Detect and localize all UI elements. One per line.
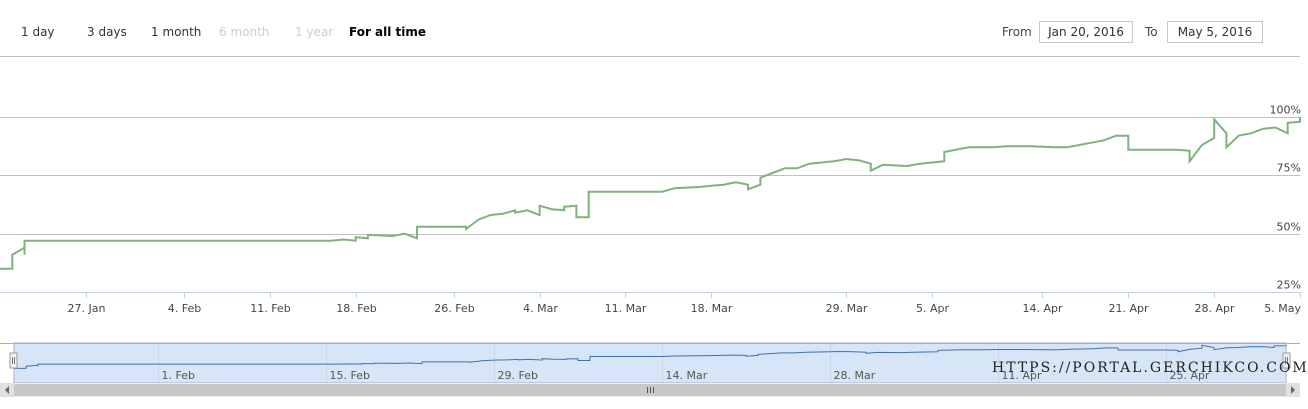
to-label: To xyxy=(1145,25,1158,39)
navigator-axis-labels: 1. Feb 15. Feb 29. Feb 14. Mar 28. Mar 11. Ap… xyxy=(158,344,1210,382)
range-selector: 1 day 3 days 1 month 6 month 1 year For … xyxy=(0,0,1308,56)
scroll-right-arrow-icon[interactable] xyxy=(1286,383,1300,397)
y-tick-label: 100% xyxy=(1270,104,1301,117)
watermark-url: HTTPS://PORTAL.GERCHIKCO.COM/ xyxy=(992,360,1308,376)
series-line xyxy=(0,116,1301,270)
x-tick-label: 18. Mar xyxy=(691,302,733,315)
navigator-right-handle[interactable] xyxy=(1282,352,1291,369)
x-tick-label: 5. Apr xyxy=(916,302,949,315)
navigator-tick-label: 15. Feb xyxy=(330,369,370,382)
grid-lines xyxy=(0,117,1300,293)
x-tick-label: 27. Jan xyxy=(68,302,106,315)
y-tick-label: 50% xyxy=(1277,221,1301,234)
range-button-1-day[interactable]: 1 day xyxy=(21,25,55,39)
y-tick-label: 25% xyxy=(1277,279,1301,292)
scroll-left-arrow-icon[interactable] xyxy=(0,383,14,397)
x-tick-label: 14. Apr xyxy=(1022,302,1062,315)
range-button-1-year: 1 year xyxy=(295,25,334,39)
navigator-tick-label: 1. Feb xyxy=(162,369,195,382)
navigator-tick-label: 11. Apr xyxy=(1002,369,1042,382)
x-tick-label: 29. Mar xyxy=(826,302,868,315)
x-tick-label: 18. Feb xyxy=(336,302,376,315)
range-button-1-month[interactable]: 1 month xyxy=(151,25,202,39)
x-tick-label: 4. Feb xyxy=(168,302,201,315)
navigator-tick-label: 29. Feb xyxy=(498,369,538,382)
x-tick-label: 5. May xyxy=(1264,302,1301,315)
x-tick-label: 11. Feb xyxy=(250,302,290,315)
to-date-input[interactable] xyxy=(1167,21,1263,43)
range-button-all-time[interactable]: For all time xyxy=(349,25,427,39)
navigator-tick-label: 28. Mar xyxy=(834,369,876,382)
y-tick-label: 75% xyxy=(1277,162,1301,175)
x-tick-label: 4. Mar xyxy=(523,302,558,315)
from-label: From xyxy=(1002,25,1032,39)
range-button-6-month: 6 month xyxy=(219,25,270,39)
x-axis-labels: 27. Jan 4. Feb 11. Feb 18. Feb 26. Feb 4. Mar… xyxy=(68,292,1301,315)
range-button-3-days[interactable]: 3 days xyxy=(87,25,127,39)
navigator-tick-label: 25. Apr xyxy=(1170,369,1210,382)
x-tick-label: 21. Apr xyxy=(1108,302,1148,315)
x-tick-label: 26. Feb xyxy=(434,302,474,315)
y-axis-labels: 100% 75% 50% 25% xyxy=(1270,104,1301,292)
navigator-series-line xyxy=(14,344,1287,369)
x-tick-label: 11. Mar xyxy=(605,302,647,315)
navigator-left-handle[interactable] xyxy=(9,352,18,369)
navigator-tick-label: 14. Mar xyxy=(666,369,708,382)
scrollbar-grip-icon xyxy=(647,387,654,393)
x-tick-label: 28. Apr xyxy=(1194,302,1234,315)
from-date-input[interactable] xyxy=(1039,21,1133,43)
